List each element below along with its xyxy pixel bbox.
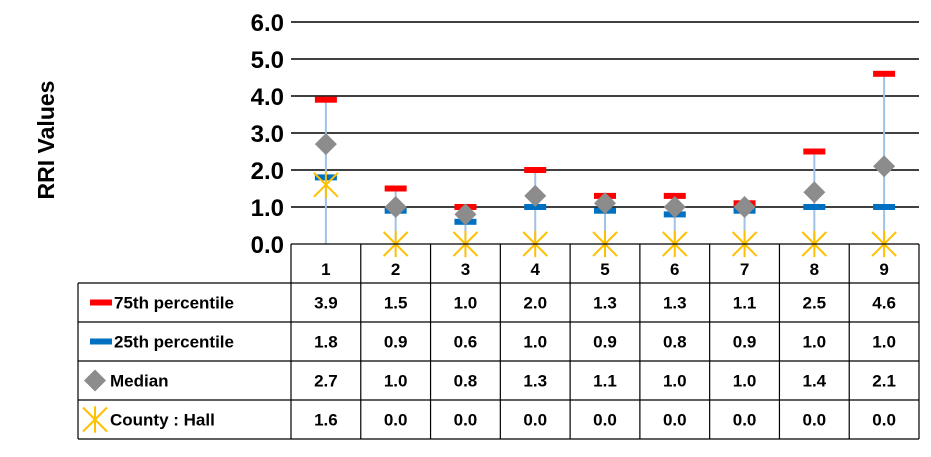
legend-key — [84, 369, 106, 392]
data-label: 0.0 — [872, 411, 896, 430]
whiskers — [324, 73, 886, 244]
legend-key — [90, 338, 112, 345]
y-tick-label: 4.0 — [251, 84, 284, 111]
y-tick-label: 1.0 — [251, 195, 284, 222]
data-label: 3.9 — [314, 294, 338, 313]
data-point — [524, 204, 547, 210]
data-point — [454, 203, 477, 226]
y-tick-label: 0.0 — [251, 232, 284, 259]
legend-label: 75th percentile — [114, 294, 234, 313]
data-label: 2.5 — [803, 294, 827, 313]
gridlines — [291, 21, 919, 208]
data-label: 1.0 — [872, 333, 896, 352]
data-label: 4.6 — [872, 294, 896, 313]
data-label: 0.0 — [803, 411, 827, 430]
data-point — [663, 192, 686, 199]
category-label: 4 — [530, 260, 540, 279]
legend-key — [90, 299, 112, 306]
data-point — [873, 204, 896, 210]
category-label: 6 — [670, 260, 679, 279]
data-label: 0.0 — [733, 411, 757, 430]
data-label: 0.9 — [593, 333, 617, 352]
data-point — [314, 96, 337, 103]
data-label: 2.0 — [523, 294, 547, 313]
y-tick-label: 3.0 — [251, 121, 284, 148]
data-point — [594, 192, 616, 215]
data-label: 1.0 — [663, 372, 687, 391]
data-label: 1.5 — [384, 294, 408, 313]
data-label: 0.0 — [384, 411, 408, 430]
data-point — [733, 196, 756, 218]
category-label: 2 — [391, 260, 400, 279]
category-label: 8 — [810, 260, 819, 279]
data-label: 0.8 — [663, 333, 687, 352]
legend-label: County : Hall — [110, 411, 215, 430]
data-label: 0.6 — [454, 333, 478, 352]
data-label: 1.3 — [523, 372, 547, 391]
data-label: 2.7 — [314, 372, 338, 391]
data-point — [803, 181, 826, 204]
y-axis-label: RRI Values — [33, 81, 59, 200]
legend-label: Median — [110, 372, 169, 391]
category-label: 1 — [321, 260, 330, 279]
y-tick-label: 5.0 — [251, 47, 284, 74]
data-point — [803, 148, 826, 155]
legend-label: 25th percentile — [114, 333, 234, 352]
data-label: 1.1 — [733, 294, 757, 313]
data-marks — [313, 70, 897, 258]
data-table: 1 2 3 4 5 6 7 8 9 75th percentile 3.9 1.5 1.0 2.0 1.3 1… — [77, 243, 920, 440]
data-point — [803, 204, 826, 210]
data-point — [384, 185, 407, 192]
data-label: 1.1 — [593, 372, 617, 391]
data-label: 0.0 — [454, 411, 478, 430]
data-point — [663, 196, 686, 218]
data-label: 0.9 — [733, 333, 757, 352]
category-label: 9 — [879, 260, 888, 279]
data-label: 1.0 — [384, 372, 408, 391]
category-label: 7 — [740, 260, 749, 279]
legend-key — [82, 406, 108, 433]
data-label: 0.0 — [523, 411, 547, 430]
data-point — [524, 184, 547, 207]
data-point — [314, 133, 337, 156]
data-point — [873, 70, 896, 77]
data-label: 1.0 — [803, 333, 827, 352]
data-point — [313, 171, 339, 198]
data-point — [873, 155, 896, 178]
data-label: 2.1 — [872, 372, 896, 391]
data-label: 0.0 — [663, 411, 687, 430]
data-label: 1.3 — [593, 294, 617, 313]
data-label: 0.8 — [454, 372, 478, 391]
data-label: 1.6 — [314, 411, 338, 430]
data-label: 1.0 — [523, 333, 547, 352]
y-tick-label: 2.0 — [251, 158, 284, 185]
y-tick-labels: 0.0 1.0 2.0 3.0 4.0 5.0 6.0 — [251, 10, 284, 259]
data-label: 1.3 — [663, 294, 687, 313]
data-label: 0.0 — [593, 411, 617, 430]
y-tick-label: 6.0 — [251, 10, 284, 37]
data-label: 1.8 — [314, 333, 338, 352]
category-label: 5 — [600, 260, 609, 279]
data-point — [524, 167, 547, 173]
data-label: 1.0 — [454, 294, 478, 313]
data-point — [384, 196, 407, 218]
data-label: 1.4 — [803, 372, 827, 391]
data-label: 1.0 — [733, 372, 757, 391]
data-label: 0.9 — [384, 333, 408, 352]
category-label: 3 — [461, 260, 470, 279]
